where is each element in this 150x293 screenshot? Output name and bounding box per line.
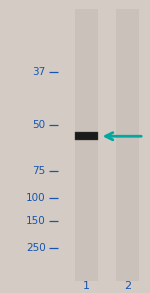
Text: 50: 50	[33, 120, 46, 130]
Text: 75: 75	[33, 166, 46, 176]
Bar	[75, 9, 98, 281]
Text: 100: 100	[26, 193, 46, 203]
Bar	[75, 132, 98, 140]
Text: 250: 250	[26, 243, 46, 253]
Text: 150: 150	[26, 216, 46, 226]
Text: 37: 37	[33, 67, 46, 77]
Bar	[116, 9, 139, 281]
Text: 1: 1	[83, 281, 90, 291]
Text: 2: 2	[124, 281, 131, 291]
